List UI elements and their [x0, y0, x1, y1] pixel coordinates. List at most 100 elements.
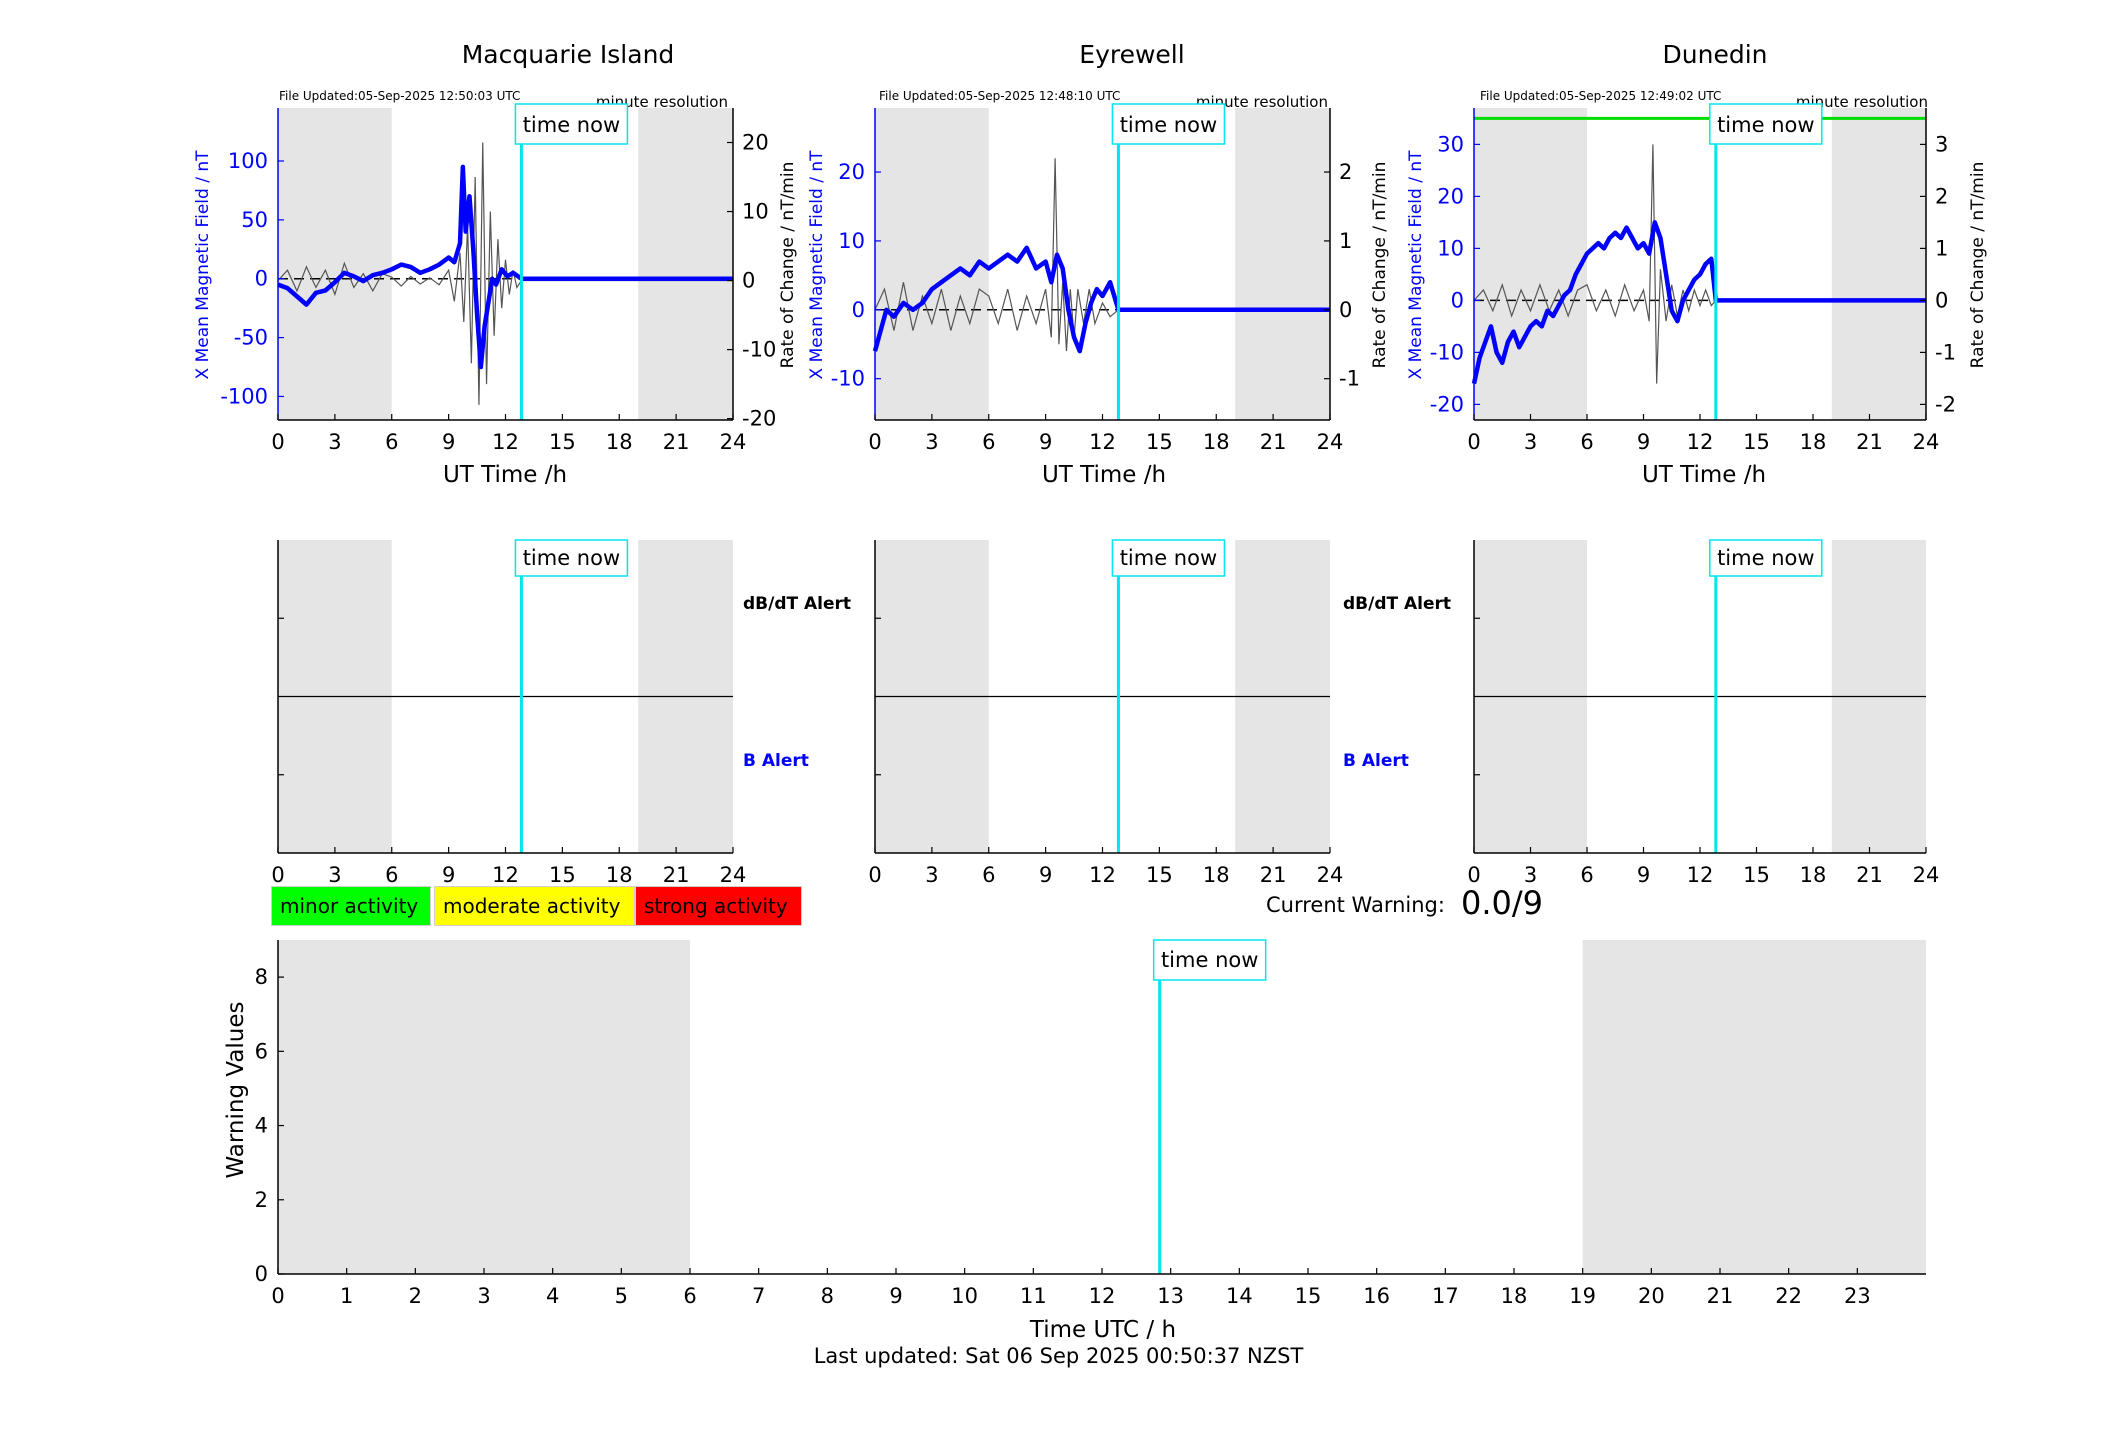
y-tick-label: 10: [1437, 236, 1464, 260]
time-now-box: [514, 103, 629, 145]
y2-tick-label: 2: [1935, 184, 1948, 208]
x-tick-label: 9: [1637, 430, 1650, 454]
last-updated: Last updated: Sat 06 Sep 2025 00:50:37 N…: [813, 1344, 1304, 1368]
time-now-label: time now: [1717, 113, 1814, 137]
x-tick-label: 24: [1913, 863, 1940, 887]
x-tick-label: 1: [340, 1284, 353, 1308]
y-axis-label-dunedin: X Mean Magnetic Field / nT: [1406, 150, 1426, 380]
y2-tick-label: 2: [1339, 160, 1352, 184]
x-tick-label: 6: [385, 430, 398, 454]
y2-tick-label: 3: [1935, 132, 1948, 156]
y-tick-label: -100: [220, 384, 268, 408]
station-title-eyrewell: Eyrewell: [1079, 40, 1184, 69]
x-tick-label: 21: [1707, 1284, 1734, 1308]
x-tick-label: 21: [1260, 863, 1287, 887]
y-tick-label: 20: [838, 160, 865, 184]
x-tick-label: 12: [492, 863, 519, 887]
file-updated-dunedin: File Updated:05-Sep-2025 12:49:02 UTC: [1480, 89, 1721, 103]
resolution-label-macquarie: minute resolution: [596, 93, 728, 111]
time-now-label: time now: [1161, 948, 1258, 972]
x-tick-label: 20: [1638, 1284, 1665, 1308]
y2-tick-label: -1: [1339, 367, 1360, 391]
y2-axis-label-dunedin: Rate of Change / nT/min: [1968, 162, 1988, 369]
y-axis-label-eyrewell: X Mean Magnetic Field / nT: [807, 150, 827, 380]
y-tick-label: 6: [255, 1039, 268, 1063]
x-tick-label: 6: [683, 1284, 696, 1308]
y2-tick-label: 0: [742, 269, 755, 293]
current-warning-value: 0.0/9: [1461, 884, 1544, 922]
x-tick-label: 14: [1226, 1284, 1253, 1308]
x-tick-label: 18: [1501, 1284, 1528, 1308]
x-tick-label: 15: [1146, 430, 1173, 454]
x-tick-label: 7: [752, 1284, 765, 1308]
x-tick-label: 0: [271, 430, 284, 454]
x-axis-label-dunedin: UT Time /h: [1642, 462, 1766, 488]
x-tick-label: 11: [1020, 1284, 1047, 1308]
x-tick-label: 23: [1844, 1284, 1871, 1308]
x-tick-label: 12: [1089, 1284, 1116, 1308]
station-title-dunedin: Dunedin: [1663, 40, 1768, 69]
time-now-label: time now: [523, 113, 620, 137]
y-tick-label: 10: [838, 229, 865, 253]
x-tick-label: 18: [606, 430, 633, 454]
x-tick-label: 9: [1039, 430, 1052, 454]
alert-panel-eyrewell: time now 0 3 6 9 12 15 18 21 24: [868, 539, 1344, 887]
x-tick-label: 6: [982, 430, 995, 454]
x-tick-label: 15: [1743, 863, 1770, 887]
x-tick-label: 12: [1687, 863, 1714, 887]
station-title-macquarie: Macquarie Island: [462, 40, 675, 69]
x-tick-label: 18: [1203, 863, 1230, 887]
night-shade-1: [638, 108, 733, 420]
file-updated-macquarie: File Updated:05-Sep-2025 12:50:03 UTC: [279, 89, 520, 103]
y-tick-label: -20: [1430, 392, 1464, 416]
x-tick-label: 9: [889, 1284, 902, 1308]
x-tick-label: 19: [1569, 1284, 1596, 1308]
x-tick-label: 24: [1317, 430, 1344, 454]
time-now-box: [1111, 103, 1226, 145]
dbdt-alert-label-eyrewell: dB/dT Alert: [1343, 594, 1451, 614]
legend-strong-activity: strong activity: [635, 886, 802, 926]
night-shade-1: [1831, 108, 1926, 420]
x-tick-label: 5: [615, 1284, 628, 1308]
x-tick-label: 15: [1295, 1284, 1322, 1308]
x-tick-label: 18: [1800, 430, 1827, 454]
x-tick-label: 3: [1524, 430, 1537, 454]
x-tick-label: 24: [1317, 863, 1344, 887]
x-tick-label: 3: [328, 430, 341, 454]
time-now-label: time now: [1120, 546, 1217, 570]
alert-panel-macquarie: time now 0 3 6 9 12 15 18 21 24: [271, 539, 746, 887]
y2-tick-label: 10: [742, 200, 769, 224]
x-tick-label: 12: [492, 430, 519, 454]
y-tick-label: -10: [1430, 340, 1464, 364]
x-tick-label: 24: [1913, 430, 1940, 454]
x-tick-label: 9: [1039, 863, 1052, 887]
x-tick-label: 21: [1856, 863, 1883, 887]
y2-axis-label-eyrewell: Rate of Change / nT/min: [1370, 162, 1390, 369]
x-tick-label: 3: [1524, 863, 1537, 887]
x-axis-label-macquarie: UT Time /h: [443, 462, 567, 488]
x-tick-label: 8: [821, 1284, 834, 1308]
x-tick-label: 21: [1260, 430, 1287, 454]
x-tick-label: 18: [1203, 430, 1230, 454]
b-alert-label-macquarie: B Alert: [743, 751, 809, 771]
resolution-label-dunedin: minute resolution: [1796, 93, 1928, 111]
y2-tick-label: 0: [1339, 298, 1352, 322]
x-tick-label: 15: [1146, 863, 1173, 887]
x-tick-label: 10: [951, 1284, 978, 1308]
x-tick-label: 4: [546, 1284, 559, 1308]
x-mean-field-series: [277, 164, 733, 370]
x-mean-field-series: [872, 245, 1330, 354]
y2-tick-label: 1: [1935, 236, 1948, 260]
x-tick-label: 6: [1580, 430, 1593, 454]
y-tick-label: 0: [1451, 288, 1464, 312]
x-tick-label: 0: [868, 863, 881, 887]
x-tick-label: 2: [409, 1284, 422, 1308]
time-now-label: time now: [1120, 113, 1217, 137]
time-now-label: time now: [523, 546, 620, 570]
time-now-box: [1709, 103, 1823, 145]
resolution-label-eyrewell: minute resolution: [1196, 93, 1328, 111]
